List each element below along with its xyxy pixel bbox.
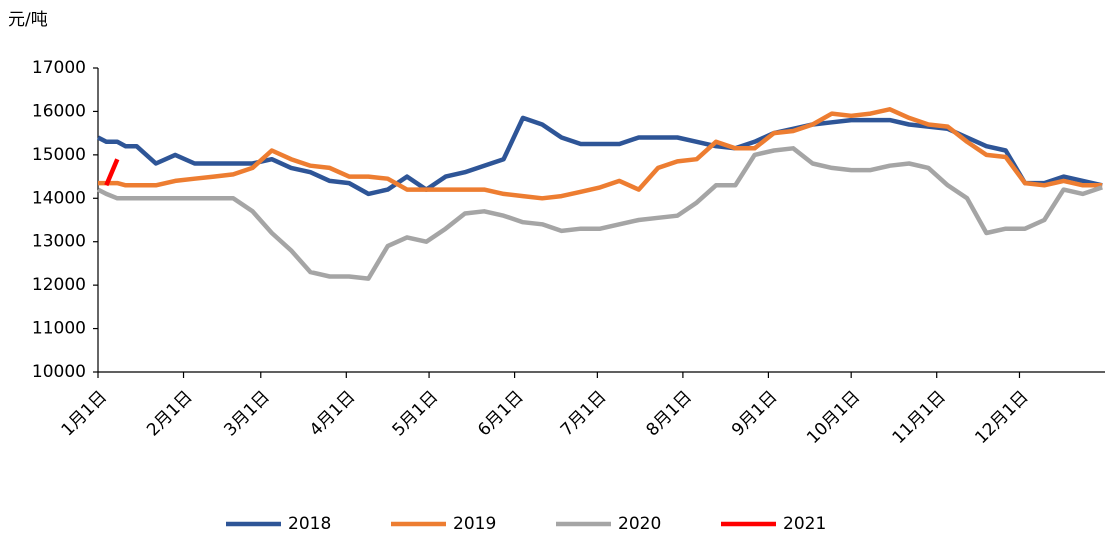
x-tick-label: 1月1日: [58, 387, 111, 440]
x-tick-label: 3月1日: [220, 387, 273, 440]
x-tick-label: 5月1日: [389, 387, 442, 440]
x-tick-label: 8月1日: [642, 387, 695, 440]
y-tick-label: 17000: [32, 58, 86, 78]
x-tick-label: 12月1日: [971, 387, 1032, 448]
y-tick-label: 16000: [32, 101, 86, 121]
y-tick-label: 14000: [32, 188, 86, 208]
x-tick-label: 4月1日: [306, 387, 359, 440]
x-tick-label: 7月1日: [557, 387, 610, 440]
y-tick-label: 10000: [32, 362, 86, 382]
series-line: [96, 146, 1103, 281]
x-tick-label: 2月1日: [143, 387, 196, 440]
x-tick-label: 6月1日: [474, 387, 527, 440]
y-tick-label: 15000: [32, 145, 86, 165]
series-line: [98, 107, 1103, 201]
legend-label: 2018: [288, 514, 331, 534]
y-tick-label: 12000: [32, 275, 86, 295]
y-tick-label: 13000: [32, 232, 86, 252]
legend-label: 2020: [618, 514, 661, 534]
legend-label: 2019: [453, 514, 496, 534]
x-tick-label: 9月1日: [728, 387, 781, 440]
x-tick-label: 10月1日: [803, 387, 864, 448]
legend-label: 2021: [783, 514, 826, 534]
x-tick-label: 11月1日: [889, 387, 950, 448]
y-tick-label: 11000: [32, 319, 86, 339]
y-axis-label: 元/吨: [8, 10, 48, 30]
series-line: [104, 158, 120, 187]
